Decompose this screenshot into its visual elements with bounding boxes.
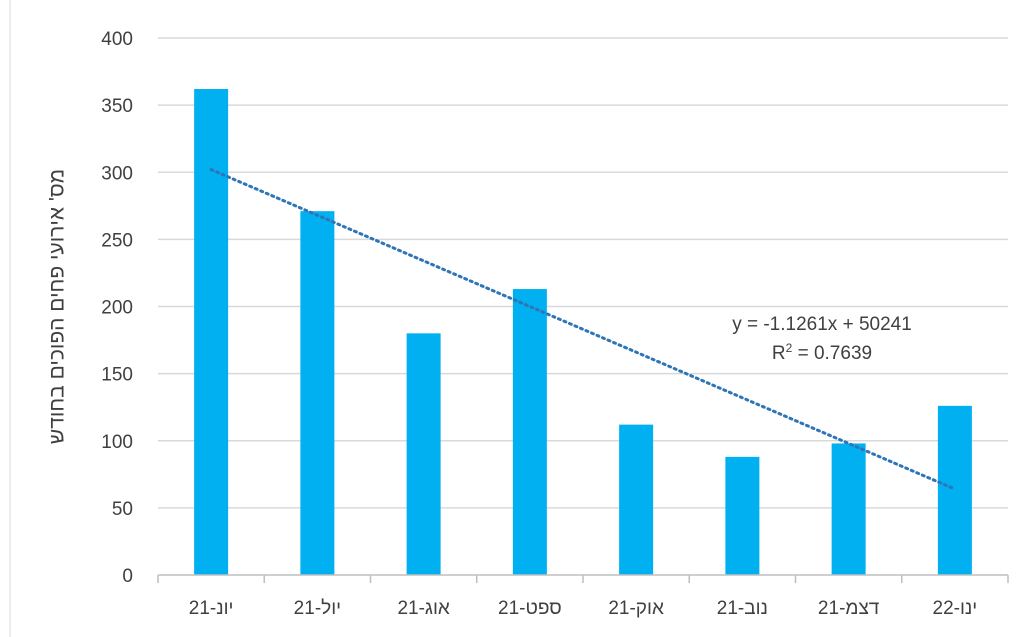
y-tick-label: 200 <box>101 298 133 319</box>
x-tick-label: ינו-22 <box>933 598 978 619</box>
trendline-equation: y = -1.1261x + 50241 <box>732 314 912 335</box>
bar <box>194 89 229 575</box>
x-tick-label: דצמ-21 <box>818 598 880 619</box>
y-tick-label: 250 <box>101 230 133 251</box>
trendline-r-squared: R2 = 0.7639 <box>772 341 872 364</box>
x-axis <box>157 574 1009 583</box>
bar <box>831 443 866 575</box>
bar <box>300 211 335 575</box>
bar <box>512 289 547 575</box>
x-tick-label: יונ-21 <box>189 598 234 619</box>
x-tick-labels: יונ-21 יול-21 אוג-21 ספט-21 אוק-21 נוב-21 דצמ-… <box>189 598 977 619</box>
trendline <box>209 168 957 491</box>
bar <box>619 424 654 575</box>
bar <box>406 333 441 575</box>
r2-rest: = 0.7639 <box>792 343 872 364</box>
x-tick-label: אוג-21 <box>397 598 449 619</box>
x-tick-label: אוק-21 <box>608 598 664 619</box>
x-tick-label: נוב-21 <box>717 598 768 619</box>
y-tick-label: 100 <box>101 432 133 453</box>
y-axis-label: מס' אירועי פחים הפוכים בחודש <box>46 169 69 444</box>
bar <box>725 456 760 575</box>
y-tick-label: 150 <box>101 365 133 386</box>
y-tick-labels: 0 50 100 150 200 250 300 350 400 <box>101 29 133 587</box>
r2-prefix: R <box>772 343 786 364</box>
r2-exponent: 2 <box>786 341 793 355</box>
y-tick-label: 300 <box>101 163 133 184</box>
trendline-line <box>209 168 957 491</box>
y-tick-label: 0 <box>122 566 133 587</box>
y-tick-label: 400 <box>101 29 133 50</box>
gridlines <box>158 37 1008 509</box>
bar <box>937 405 972 575</box>
x-tick-label: יול-21 <box>294 598 341 619</box>
y-tick-label: 350 <box>101 96 133 117</box>
x-tick-label: ספט-21 <box>498 598 562 619</box>
y-tick-label: 50 <box>112 499 133 520</box>
